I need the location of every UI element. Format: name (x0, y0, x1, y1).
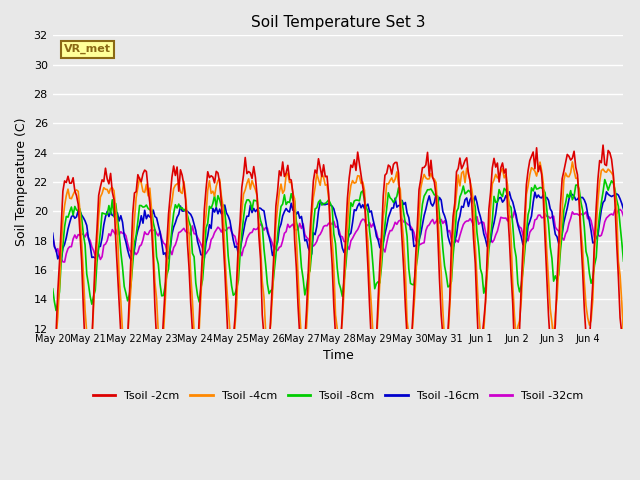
X-axis label: Time: Time (323, 349, 353, 362)
Legend: Tsoil -2cm, Tsoil -4cm, Tsoil -8cm, Tsoil -16cm, Tsoil -32cm: Tsoil -2cm, Tsoil -4cm, Tsoil -8cm, Tsoi… (88, 386, 588, 405)
Y-axis label: Soil Temperature (C): Soil Temperature (C) (15, 118, 28, 246)
Title: Soil Temperature Set 3: Soil Temperature Set 3 (251, 15, 426, 30)
Text: VR_met: VR_met (64, 44, 111, 54)
